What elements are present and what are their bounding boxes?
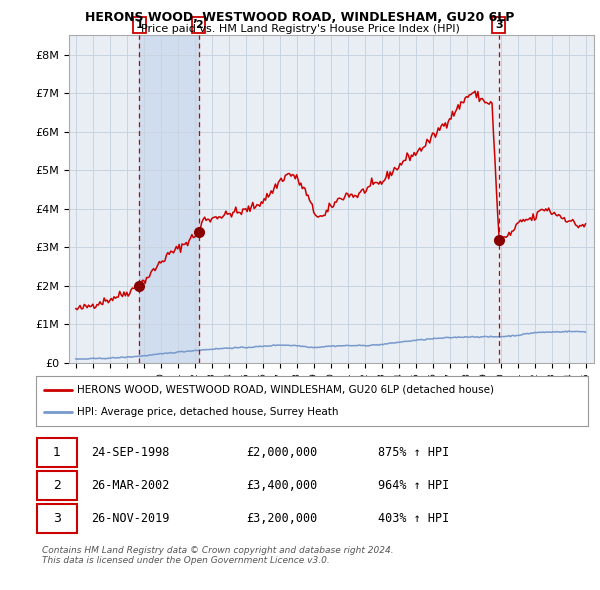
Text: HERONS WOOD, WESTWOOD ROAD, WINDLESHAM, GU20 6LP: HERONS WOOD, WESTWOOD ROAD, WINDLESHAM, … [85, 11, 515, 24]
Text: £2,000,000: £2,000,000 [246, 445, 317, 459]
Text: 24-SEP-1998: 24-SEP-1998 [91, 445, 170, 459]
Text: 26-MAR-2002: 26-MAR-2002 [91, 478, 170, 492]
Text: 875% ↑ HPI: 875% ↑ HPI [378, 445, 449, 459]
Text: 26-NOV-2019: 26-NOV-2019 [91, 512, 170, 525]
FancyBboxPatch shape [37, 471, 77, 500]
Text: HERONS WOOD, WESTWOOD ROAD, WINDLESHAM, GU20 6LP (detached house): HERONS WOOD, WESTWOOD ROAD, WINDLESHAM, … [77, 385, 494, 395]
Text: 1: 1 [135, 20, 143, 30]
Text: 403% ↑ HPI: 403% ↑ HPI [378, 512, 449, 525]
Text: 964% ↑ HPI: 964% ↑ HPI [378, 478, 449, 492]
Text: HPI: Average price, detached house, Surrey Heath: HPI: Average price, detached house, Surr… [77, 407, 339, 417]
Text: £3,200,000: £3,200,000 [246, 512, 317, 525]
Text: 2: 2 [53, 478, 61, 492]
Text: £3,400,000: £3,400,000 [246, 478, 317, 492]
FancyBboxPatch shape [37, 438, 77, 467]
Text: 3: 3 [53, 512, 61, 525]
Text: 2: 2 [195, 20, 203, 30]
Bar [139, 35, 199, 363]
Text: 3: 3 [495, 20, 503, 30]
FancyBboxPatch shape [37, 504, 77, 533]
Text: Price paid vs. HM Land Registry's House Price Index (HPI): Price paid vs. HM Land Registry's House … [140, 24, 460, 34]
Text: 1: 1 [53, 445, 61, 459]
Text: Contains HM Land Registry data © Crown copyright and database right 2024.
This d: Contains HM Land Registry data © Crown c… [42, 546, 394, 565]
